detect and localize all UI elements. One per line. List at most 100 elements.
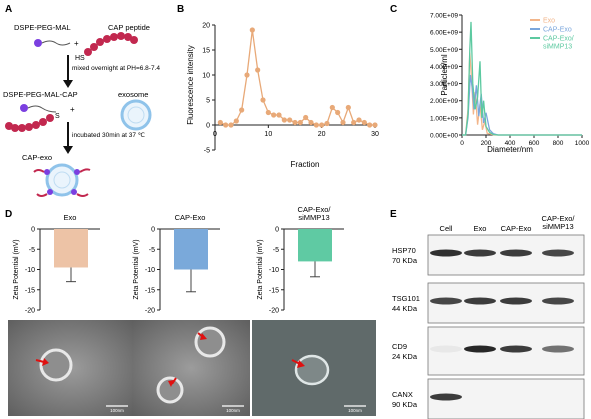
- data-point: [308, 119, 314, 126]
- blot-band: [500, 249, 532, 257]
- lane-label-cap-exo-simmp13: CAP-Exo/siMMP13: [542, 214, 576, 231]
- label-s: S: [55, 113, 60, 120]
- x-tick-label: 0: [213, 131, 217, 138]
- y-axis-label: Particles/ml: [440, 54, 449, 96]
- data-point: [345, 104, 351, 111]
- data-point: [329, 104, 335, 111]
- size-label: 70 KDa: [392, 256, 418, 265]
- data-point: [228, 122, 234, 128]
- plus-sign: +: [74, 39, 79, 48]
- y-tick-label: -15: [269, 287, 279, 294]
- panel-c: C 0.00E+00 1.00E+09 2.00E+09 3.00E+09 4.00E+…: [390, 0, 591, 205]
- peg-chain-icon: [41, 40, 71, 46]
- data-point: [265, 109, 271, 116]
- panel-letter-d: D: [5, 209, 12, 220]
- data-point: [367, 122, 373, 128]
- blot-band: [430, 249, 462, 257]
- protein-label: CANX: [392, 390, 413, 399]
- data-point: [335, 109, 341, 116]
- blot-band: [464, 297, 496, 305]
- legend: Exo CAP-Exo CAP-Exo/siMMP13: [530, 18, 574, 51]
- legend-label: Exo: [543, 18, 555, 25]
- lane-label-exo: Exo: [474, 224, 487, 233]
- data-point: [324, 120, 330, 127]
- x-tick-label: 10: [264, 131, 272, 138]
- tem-image-cap-exo-simmp13: 100nm: [252, 320, 376, 416]
- zeta-chart: CAP-Exo/siMMP13 0 -5 -10 -15 -20 Zeta Potentia…: [257, 205, 344, 315]
- data-point: [292, 119, 298, 126]
- cap-exo-icon: [33, 163, 91, 197]
- y-tick-label: -20: [145, 308, 155, 315]
- y-axis-label: Zeta Potential (mV): [13, 239, 20, 299]
- y-axis-label: Zeta Potential (mV): [257, 239, 264, 299]
- panel-b: B -5 0 5 10 15 20 0 10 20 30 Fraction Fluorescenc…: [175, 0, 390, 205]
- protein-label: TSG101: [392, 294, 420, 303]
- data-point: [271, 112, 277, 118]
- lipid-head-icon: [34, 39, 42, 47]
- data-point: [276, 112, 282, 118]
- scale-bar-label: 100nm: [348, 408, 362, 413]
- y-tick-label: 0: [206, 123, 210, 130]
- y-tick-label: -5: [149, 247, 155, 254]
- fluorescence-chart: B -5 0 5 10 15 20 0 10 20 30 Fraction Fluorescenc…: [177, 4, 379, 169]
- y-tick-label: -5: [29, 247, 35, 254]
- label-step1: mixed overnight at PH=6.8-7.4: [72, 65, 160, 72]
- data-point: [340, 119, 346, 126]
- y-tick-label: 10: [202, 73, 210, 80]
- data-point: [249, 27, 255, 33]
- label-hs: HS: [75, 55, 85, 62]
- y-tick-label: 1.00E+09: [430, 115, 458, 122]
- blot-band: [542, 297, 574, 305]
- y-tick-label: 7.00E+09: [430, 13, 458, 20]
- label-dspe-peg-mal: DSPE-PEG-MAL: [14, 23, 71, 32]
- blot-band: [464, 249, 496, 257]
- panel-letter-b: B: [177, 4, 184, 15]
- data-point: [260, 97, 266, 103]
- exosome-icon: [120, 99, 152, 131]
- data-point: [217, 119, 223, 126]
- panel-e: E Cell Exo CAP-Exo CAP-Exo/siMMP13 HSP70…: [390, 205, 591, 419]
- data-point: [255, 67, 261, 73]
- x-tick-label: 800: [553, 140, 564, 147]
- lane-label-cell: Cell: [440, 224, 453, 233]
- y-tick-label: 0: [31, 227, 35, 234]
- x-tick-label: 20: [318, 131, 326, 138]
- panel-d: D Exo 0 -5 -10 -15 -20 Zeta Potential (mV) CAP-…: [0, 205, 385, 315]
- y-axis-label: Zeta Potential (mV): [133, 239, 140, 299]
- y-tick-label: 0.00E+00: [430, 133, 458, 140]
- panel-a: A DSPE-PEG-MAL CAP peptide + HS mixed ov…: [0, 0, 175, 205]
- series-line: [462, 74, 582, 136]
- scale-bar-label: 100nm: [110, 408, 124, 413]
- data-point: [313, 122, 319, 128]
- data-point: [281, 117, 287, 123]
- y-tick-label: -20: [269, 308, 279, 315]
- blot-band: [464, 345, 496, 353]
- lane-label-cap-exo: CAP-Exo: [501, 224, 532, 233]
- particle-size-chart: C 0.00E+00 1.00E+09 2.00E+09 3.00E+09 4.00E+…: [390, 4, 590, 154]
- data-point: [372, 122, 378, 128]
- data-point: [351, 119, 357, 126]
- x-tick-label: 400: [505, 140, 516, 147]
- y-tick-label: 3.00E+09: [430, 81, 458, 88]
- y-tick-label: -15: [145, 287, 155, 294]
- synthesis-schematic: A DSPE-PEG-MAL CAP peptide + HS mixed ov…: [3, 4, 160, 197]
- y-tick-label: 20: [202, 23, 210, 30]
- data-point: [303, 114, 309, 121]
- x-tick-label: 200: [481, 140, 492, 147]
- red-arrow-icon: [35, 359, 45, 363]
- blot-band: [542, 345, 574, 353]
- label-cap-peptide: CAP peptide: [108, 23, 150, 32]
- x-axis-label: Diameter/nm: [487, 145, 533, 154]
- label-cap-exo: CAP-exo: [22, 153, 52, 162]
- size-label: 44 KDa: [392, 304, 418, 313]
- x-tick-label: 0: [460, 140, 464, 147]
- data-point: [319, 122, 325, 128]
- blot-band: [542, 249, 574, 257]
- conjugate-lipid-icon: [20, 104, 28, 112]
- bar: [54, 229, 88, 268]
- panel-letter-e: E: [390, 209, 397, 220]
- chart-title: CAP-Exo/: [298, 205, 332, 214]
- tem-image-exo: 100nm: [8, 320, 134, 416]
- protein-label: CD9: [392, 342, 407, 351]
